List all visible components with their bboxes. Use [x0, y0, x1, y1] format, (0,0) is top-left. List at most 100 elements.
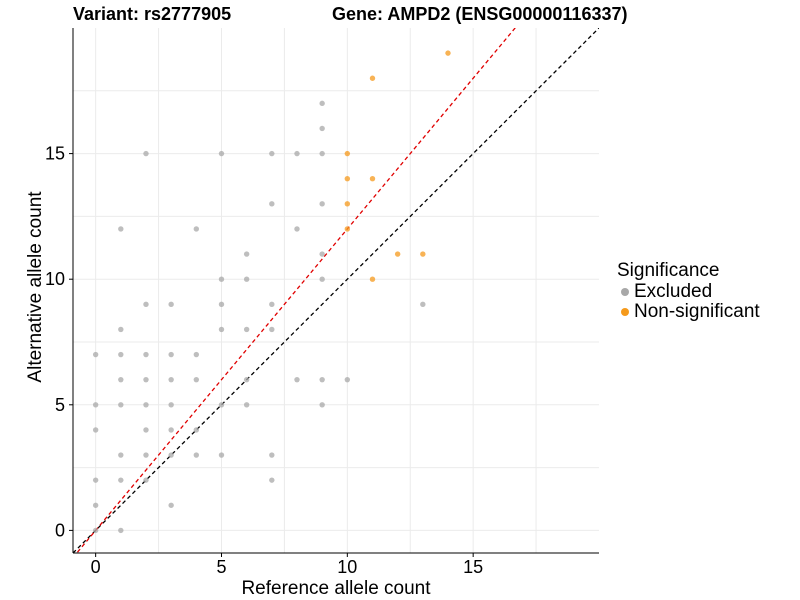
point-excluded: [243, 276, 250, 282]
point-non-significant: [344, 226, 351, 232]
point-excluded: [344, 376, 351, 383]
point-excluded: [118, 326, 124, 333]
point-excluded: [168, 502, 174, 508]
point-excluded: [143, 402, 149, 408]
point-excluded: [118, 351, 124, 358]
point-excluded: [218, 326, 225, 333]
point-excluded: [143, 477, 149, 483]
point-excluded: [319, 201, 325, 207]
point-excluded: [143, 376, 149, 383]
point-excluded: [92, 351, 99, 358]
point-excluded: [143, 452, 149, 458]
y-tick-label: 15: [45, 144, 65, 164]
grid-lines: [73, 28, 599, 553]
y-axis-title: Alternative allele count: [25, 191, 46, 383]
point-excluded: [319, 100, 325, 107]
point-excluded: [118, 477, 124, 483]
point-excluded: [243, 326, 250, 333]
point-excluded: [269, 326, 275, 333]
point-excluded: [168, 452, 174, 458]
point-excluded: [243, 376, 250, 383]
legend-item-non-significant: Non-significant: [612, 301, 760, 322]
point-excluded: [269, 452, 275, 458]
y-tick-label: 5: [55, 395, 65, 415]
point-excluded: [294, 226, 300, 232]
point-excluded: [319, 150, 325, 157]
point-non-significant: [369, 276, 376, 282]
point-excluded: [168, 402, 174, 408]
x-tick-label: 10: [337, 557, 357, 577]
point-excluded: [294, 376, 300, 383]
point-excluded: [218, 276, 225, 282]
point-excluded: [193, 351, 200, 358]
point-excluded: [193, 452, 200, 458]
point-excluded: [92, 527, 99, 534]
point-excluded: [92, 477, 99, 483]
point-excluded: [168, 376, 174, 383]
point-non-significant: [344, 150, 351, 157]
legend-swatch-excluded: [621, 288, 629, 296]
y-tick-label: 0: [55, 520, 65, 540]
legend-item-excluded: Excluded: [612, 281, 760, 302]
point-excluded: [92, 427, 99, 433]
point-excluded: [118, 452, 124, 458]
point-excluded: [143, 301, 149, 308]
point-excluded: [193, 226, 200, 232]
point-excluded: [218, 402, 225, 408]
point-excluded: [118, 402, 124, 408]
point-excluded: [269, 201, 275, 207]
point-excluded: [168, 351, 174, 358]
point-non-significant: [344, 201, 351, 207]
point-excluded: [319, 251, 325, 257]
x-tick-label: 15: [463, 557, 483, 577]
point-non-significant: [369, 176, 376, 182]
point-excluded: [92, 502, 99, 508]
legend: Significance Excluded Non-significant: [612, 260, 760, 322]
point-excluded: [218, 301, 225, 308]
point-excluded: [193, 427, 200, 433]
point-excluded: [193, 376, 200, 383]
chart-title-variant: Variant: rs2777905: [73, 4, 232, 24]
point-excluded: [319, 276, 325, 282]
point-excluded: [92, 402, 99, 408]
point-non-significant: [344, 176, 351, 182]
point-excluded: [143, 351, 149, 358]
legend-label-excluded: Excluded: [634, 281, 713, 302]
point-excluded: [294, 150, 300, 157]
point-excluded: [319, 125, 325, 132]
data-points: [92, 50, 451, 534]
point-excluded: [269, 477, 275, 483]
point-excluded: [218, 452, 225, 458]
reference-line-1: [75, 28, 516, 553]
point-excluded: [143, 427, 149, 433]
y-tick-label: 10: [45, 269, 65, 289]
point-non-significant: [445, 50, 451, 56]
chart-title-gene: Gene: AMPD2 (ENSG00000116337): [332, 4, 628, 24]
point-non-significant: [420, 251, 426, 257]
axes: 0 5 10 15 0 5 10 15: [45, 28, 599, 577]
x-axis-title: Reference allele count: [241, 578, 431, 599]
point-excluded: [319, 402, 325, 408]
point-excluded: [420, 301, 426, 308]
point-excluded: [118, 226, 124, 232]
point-excluded: [319, 376, 325, 383]
reference-lines: [73, 28, 599, 553]
x-tick-label: 0: [91, 557, 101, 577]
point-non-significant: [394, 251, 401, 257]
point-excluded: [269, 301, 275, 308]
legend-label-non-significant: Non-significant: [634, 301, 760, 322]
legend-title: Significance: [617, 260, 720, 281]
point-excluded: [243, 402, 250, 408]
point-excluded: [168, 301, 174, 308]
point-excluded: [218, 150, 225, 157]
point-excluded: [168, 427, 174, 433]
point-non-significant: [369, 75, 376, 81]
point-excluded: [118, 527, 124, 534]
legend-swatch-non-significant: [621, 308, 629, 316]
x-tick-label: 5: [216, 557, 226, 577]
point-excluded: [269, 150, 275, 157]
reference-line-0: [73, 28, 599, 553]
point-excluded: [243, 251, 250, 257]
point-excluded: [143, 150, 149, 157]
